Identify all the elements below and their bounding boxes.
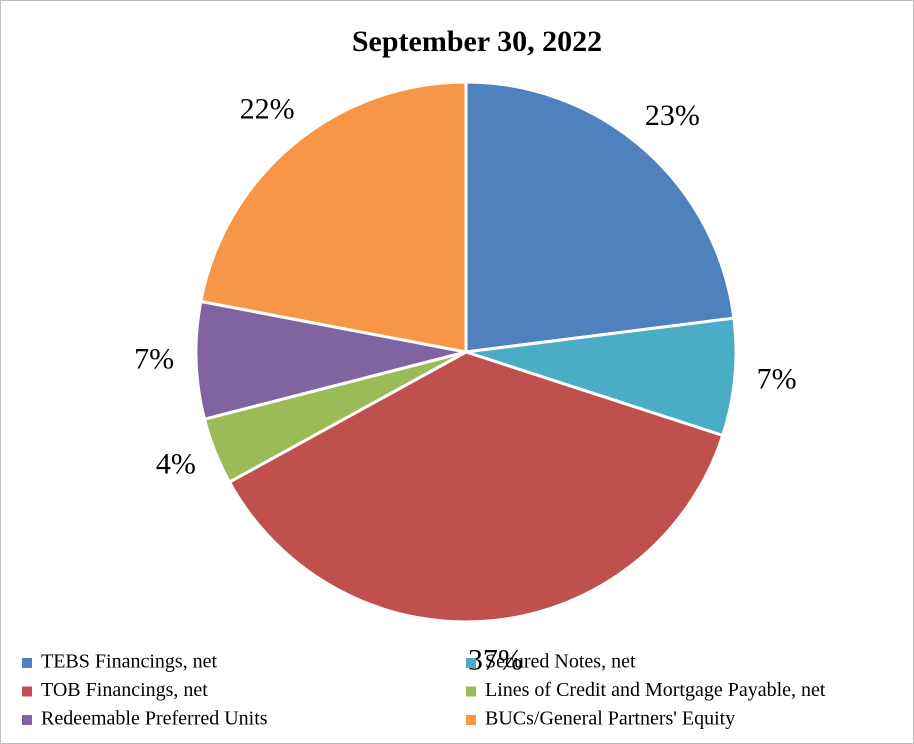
legend-label: BUCs/General Partners' Equity: [485, 708, 735, 730]
chart-title: September 30, 2022: [352, 25, 602, 58]
legend-swatch: [22, 715, 32, 725]
data-label: 23%: [645, 99, 700, 132]
legend-swatch: [22, 686, 32, 697]
legend-swatch: [466, 686, 476, 697]
legend-label: TOB Financings, net: [41, 679, 208, 701]
data-label: 7%: [757, 362, 797, 395]
legend-label: Secured Notes, net: [485, 651, 636, 673]
pie-slice: [194, 299, 467, 421]
pie-slice: [227, 350, 725, 624]
legend-label: TEBS Financings, net: [41, 651, 218, 673]
data-label: 4%: [156, 448, 196, 481]
data-label: 7%: [134, 343, 174, 376]
legend-swatch: [466, 715, 476, 725]
data-label: 37%: [468, 644, 523, 677]
legend-swatch: [466, 658, 476, 668]
pie-slice: [465, 316, 738, 438]
legend-swatch: [22, 658, 32, 668]
pie-slice: [199, 80, 468, 354]
legend-label: Redeemable Preferred Units: [41, 708, 268, 730]
pie-slice: [464, 80, 736, 354]
data-label: 22%: [240, 92, 295, 125]
legend-label: Lines of Credit and Mortgage Payable, ne…: [485, 679, 826, 701]
